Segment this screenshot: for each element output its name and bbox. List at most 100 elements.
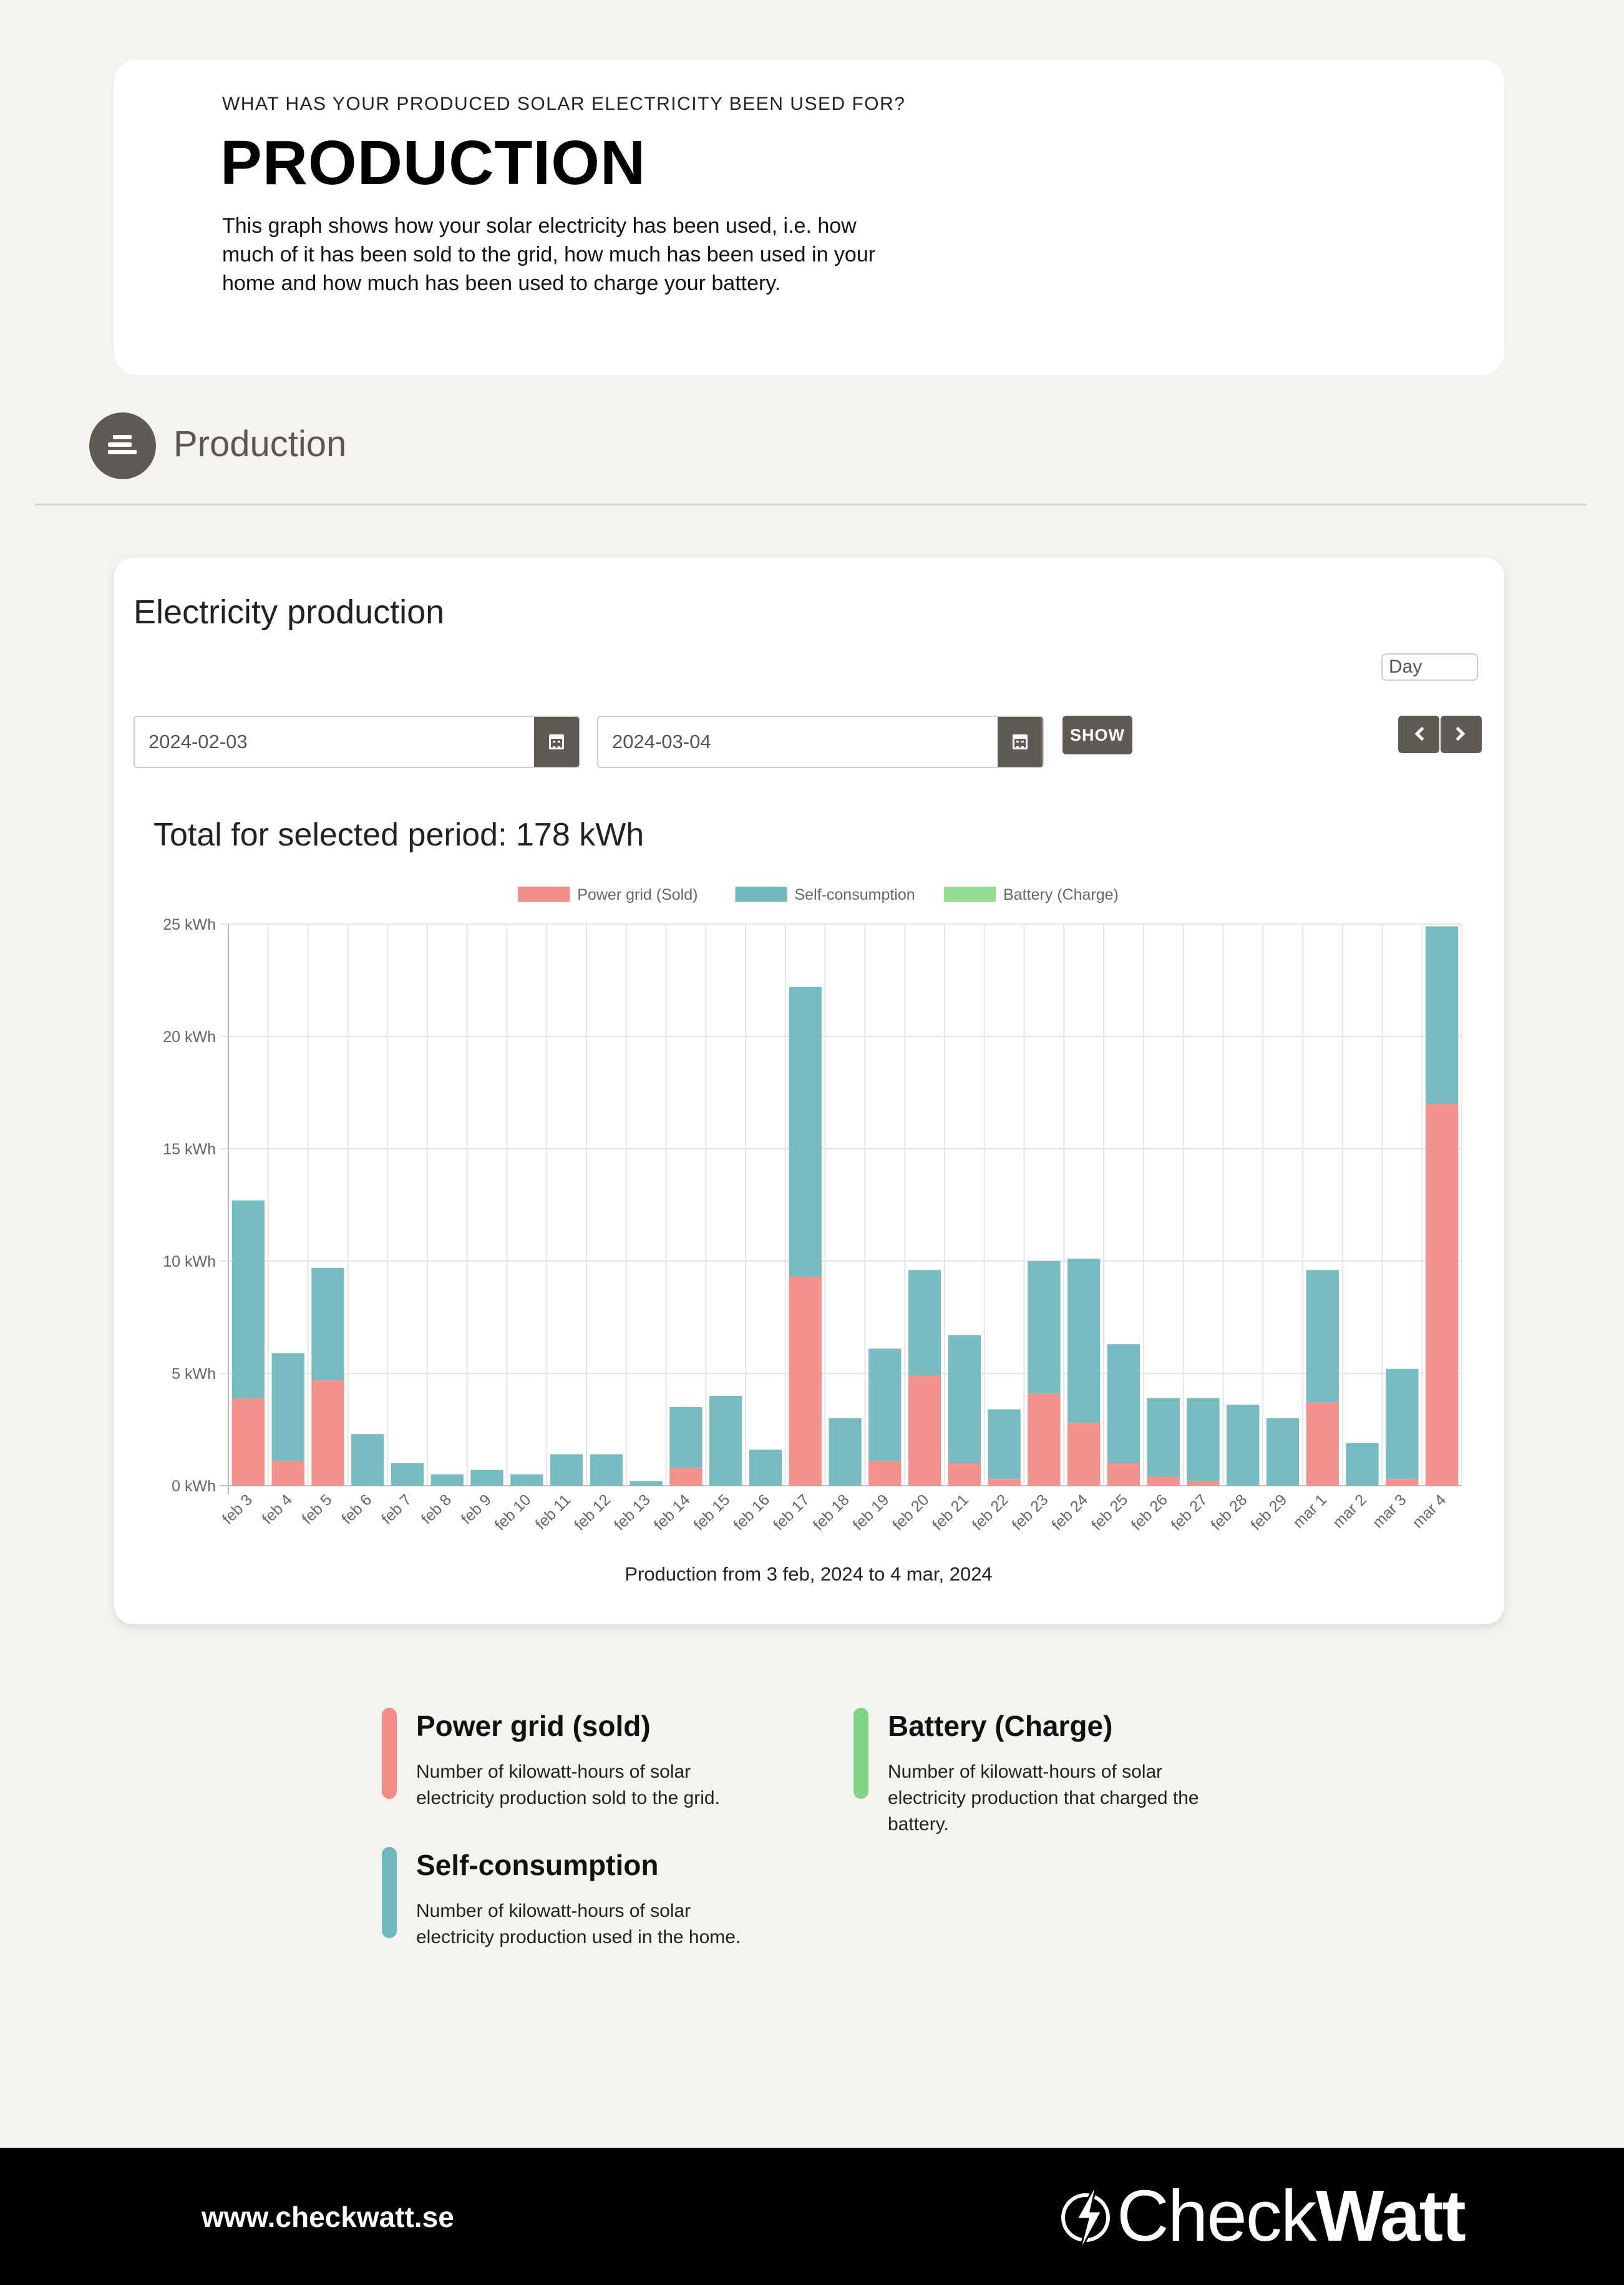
bar-segment (1306, 1270, 1339, 1403)
next-period-button[interactable] (1441, 716, 1482, 753)
x-tick-label: feb 14 (651, 1491, 694, 1534)
bar-segment (271, 1461, 304, 1486)
chart-card: Electricity production Day 2024-02-03 20… (114, 558, 1504, 1624)
bar-segment (430, 1474, 464, 1486)
explanation-description: Number of kilowatt-hours of solar electr… (416, 1761, 720, 1808)
chart-legend: Power grid (Sold) Self-consumption Battery… (518, 886, 1119, 904)
x-tick-label: mar 2 (1330, 1491, 1370, 1531)
bar-segment (1266, 1418, 1300, 1486)
bar-segment (1107, 1463, 1140, 1486)
legend-label: Battery (Charge) (1003, 886, 1119, 904)
x-tick-label: feb 9 (458, 1491, 495, 1527)
explanation-description: Number of kilowatt-hours of solar electr… (888, 1761, 1199, 1834)
x-tick-label: feb 20 (889, 1491, 932, 1534)
calendar-icon (1013, 734, 1028, 749)
y-tick-label: 25 kWh (163, 916, 216, 933)
x-tick-label: feb 7 (378, 1491, 415, 1527)
bar-segment (470, 1469, 503, 1486)
x-tick-label: feb 24 (1048, 1491, 1091, 1534)
bar-segment (311, 1380, 344, 1486)
x-tick-label: feb 3 (219, 1491, 256, 1527)
battery-color-swatch (853, 1708, 868, 1799)
bar-segment (709, 1396, 742, 1486)
x-tick-label: mar 4 (1409, 1491, 1449, 1531)
end-date-calendar-button[interactable] (998, 717, 1043, 767)
bar-segment (789, 987, 822, 1277)
legend-swatch (518, 887, 570, 902)
chart-card-title: Electricity production (134, 593, 445, 631)
brand-logo-watt: Watt (1315, 2175, 1466, 2256)
show-button[interactable]: SHOW (1062, 716, 1132, 754)
bar-segment (630, 1481, 663, 1486)
bar-segment (1187, 1481, 1220, 1486)
brand-logo-check: Check (1117, 2175, 1317, 2256)
bar-segment (391, 1463, 424, 1486)
y-tick-label: 0 kWh (172, 1478, 216, 1495)
bar-segment (1028, 1261, 1061, 1394)
x-tick-label: feb 6 (338, 1491, 375, 1527)
x-tick-label: feb 27 (1168, 1491, 1211, 1534)
x-tick-label: feb 22 (969, 1491, 1012, 1534)
bar-segment (1425, 1104, 1459, 1486)
website-link[interactable]: www.checkwatt.se (202, 2201, 454, 2233)
bar-segment (1107, 1344, 1140, 1463)
explanation-title: Power grid (sold) (416, 1710, 651, 1742)
start-date-field[interactable]: 2024-02-03 (134, 716, 580, 768)
previous-period-button[interactable] (1398, 716, 1439, 753)
x-tick-label: mar 1 (1290, 1491, 1330, 1531)
bar-segment (789, 1277, 822, 1486)
bar-segment (231, 1398, 265, 1486)
explanation-title: Battery (Charge) (888, 1710, 1113, 1742)
intro-title: PRODUCTION (220, 128, 646, 198)
x-tick-label: feb 11 (532, 1491, 575, 1533)
bar-segment (669, 1407, 703, 1468)
legend-swatch (735, 887, 787, 902)
lightning-logo-icon (1061, 2182, 1110, 2253)
bar-segment (988, 1479, 1021, 1486)
bar-segment (749, 1449, 782, 1486)
bar-segment (311, 1267, 344, 1380)
section-divider (35, 504, 1587, 505)
y-tick-label: 20 kWh (163, 1028, 216, 1046)
x-tick-label: feb 26 (1128, 1491, 1171, 1534)
x-tick-label: feb 10 (492, 1491, 535, 1534)
x-tick-label: feb 13 (611, 1491, 654, 1534)
stack-icon (89, 412, 156, 479)
start-date-value: 2024-02-03 (148, 731, 248, 753)
bar-segment (231, 1200, 265, 1398)
x-tick-label: feb 29 (1247, 1491, 1290, 1534)
legend-label: Power grid (Sold) (577, 886, 698, 904)
explanation-description: Number of kilowatt-hours of solar electr… (416, 1901, 741, 1947)
y-tick-label: 5 kWh (172, 1365, 216, 1383)
bar-segment (351, 1434, 384, 1486)
chart-grid (220, 923, 1462, 1494)
intro-description: This graph shows how your solar electric… (222, 214, 876, 295)
end-date-field[interactable]: 2024-03-04 (597, 716, 1044, 768)
total-for-period: Total for selected period: 178 kWh (153, 817, 644, 853)
chart-caption: Production from 3 feb, 2024 to 4 mar, 20… (625, 1563, 992, 1585)
intro-eyebrow: WHAT HAS YOUR PRODUCED SOLAR ELECTRICITY… (222, 94, 906, 114)
x-tick-label: feb 16 (730, 1491, 773, 1534)
x-tick-label: feb 21 (929, 1491, 972, 1534)
intro-card: WHAT HAS YOUR PRODUCED SOLAR ELECTRICITY… (114, 60, 1504, 375)
bar-segment (1147, 1398, 1180, 1477)
bar-segment (550, 1454, 583, 1486)
period-select[interactable]: Day (1381, 653, 1478, 681)
bar-segment (1067, 1423, 1101, 1486)
legend-swatch (944, 887, 996, 902)
bar-segment (1306, 1402, 1339, 1486)
bar-segment (1028, 1393, 1061, 1486)
bar-segment (829, 1418, 862, 1486)
bar-segment (988, 1409, 1021, 1479)
bar-segment (669, 1468, 703, 1486)
start-date-calendar-button[interactable] (534, 717, 579, 767)
x-tick-label: mar 3 (1369, 1491, 1410, 1531)
x-tick-label: feb 5 (299, 1491, 336, 1527)
explanation-title: Self-consumption (416, 1849, 659, 1881)
bar-segment (1227, 1405, 1260, 1486)
calendar-icon (549, 734, 564, 749)
self-consumption-color-swatch (382, 1847, 397, 1938)
bar-segment (868, 1348, 902, 1461)
brand-logo: CheckWatt (1117, 2174, 1466, 2258)
legend-label: Self-consumption (795, 886, 915, 904)
